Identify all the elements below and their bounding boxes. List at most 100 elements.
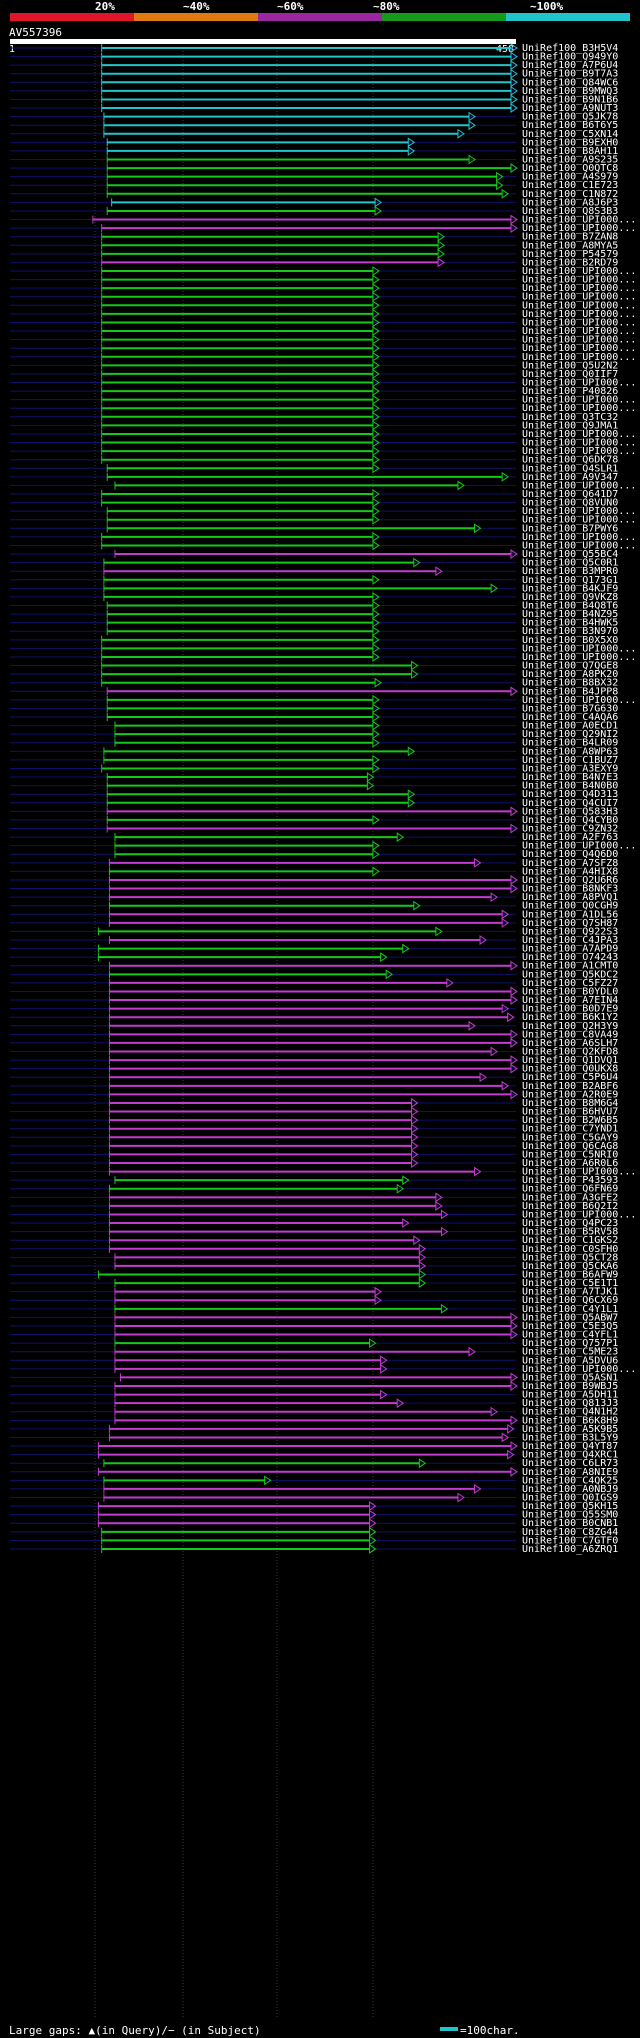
hit-label[interactable]: UniRef100_UPI000...	[522, 429, 636, 440]
hit-label[interactable]: UniRef100_Q5JK78	[522, 112, 618, 123]
hit-label[interactable]: UniRef100_A6R0L6	[522, 1158, 618, 1169]
hit-label[interactable]: UniRef100_Q0CGH9	[522, 901, 618, 912]
hit-label[interactable]: UniRef100_P54579	[522, 249, 618, 260]
hit-label[interactable]: UniRef100_UPI000...	[522, 515, 636, 526]
hit-label[interactable]: UniRef100_UPI000...	[522, 403, 636, 414]
hit-label[interactable]: UniRef100_C5GAY9	[522, 1132, 618, 1143]
hit-label[interactable]: UniRef100_B4LR09	[522, 738, 618, 749]
hit-label[interactable]: UniRef100_P43593	[522, 1175, 618, 1186]
hit-label[interactable]: UniRef100_C5ME23	[522, 1347, 618, 1358]
hit-label[interactable]: UniRef100_Q4PC23	[522, 1218, 618, 1229]
hit-label[interactable]: UniRef100_B4JPP8	[522, 686, 618, 697]
hit-label[interactable]: UniRef100_C8ZG44	[522, 1527, 618, 1538]
hit-label[interactable]: UniRef100_B6HVU7	[522, 1107, 618, 1118]
hit-label[interactable]: UniRef100_UPI000...	[522, 275, 636, 286]
hit-label[interactable]: UniRef100_Q84WC6	[522, 77, 618, 88]
hit-label[interactable]: UniRef100_B0D7E9	[522, 1004, 618, 1015]
hit-label[interactable]: UniRef100_C1E723	[522, 180, 618, 191]
hit-label[interactable]: UniRef100_C8VA49	[522, 1029, 618, 1040]
hit-label[interactable]: UniRef100_A2F763	[522, 832, 618, 843]
hit-label[interactable]: UniRef100_B6AFW9	[522, 1270, 618, 1281]
hit-label[interactable]: UniRef100_A3EXY9	[522, 763, 618, 774]
hit-label[interactable]: UniRef100_B2W6B5	[522, 1115, 618, 1126]
hit-label[interactable]: UniRef100_B8M6G4	[522, 1098, 618, 1109]
hit-label[interactable]: UniRef100_UPI000...	[522, 1364, 636, 1375]
hit-label[interactable]: UniRef100_A0ECD1	[522, 721, 618, 732]
hit-label[interactable]: UniRef100_UPI000...	[522, 223, 636, 234]
hit-label[interactable]: UniRef100_A4HIX8	[522, 866, 618, 877]
hit-label[interactable]: UniRef100_UPI000...	[522, 540, 636, 551]
hit-label[interactable]: UniRef100_Q9JMA1	[522, 420, 618, 431]
hit-label[interactable]: UniRef100_A6SLH7	[522, 1038, 618, 1049]
hit-label[interactable]: UniRef100_A7EIN4	[522, 995, 618, 1006]
hit-label[interactable]: UniRef100_A6ZRQ1	[522, 1544, 618, 1555]
hit-label[interactable]: UniRef100_B7PWY6	[522, 523, 618, 534]
hit-label[interactable]: UniRef100_C4JPA3	[522, 935, 618, 946]
hit-label[interactable]: UniRef100_UPI000...	[522, 309, 636, 320]
hit-label[interactable]: UniRef100_C6LR73	[522, 1458, 618, 1469]
hit-label[interactable]: UniRef100_P40826	[522, 386, 618, 397]
hit-label[interactable]: UniRef100_B4HWK5	[522, 618, 618, 629]
hit-label[interactable]: UniRef100_C5P6U4	[522, 1072, 618, 1083]
hit-label[interactable]: UniRef100_C5XN14	[522, 129, 618, 140]
hit-label[interactable]: UniRef100_C1GKS2	[522, 1235, 618, 1246]
hit-label[interactable]: UniRef100_Q6DK78	[522, 455, 618, 466]
hit-label[interactable]: UniRef100_Q5ABW7	[522, 1312, 618, 1323]
hit-label[interactable]: UniRef100_UPI000...	[522, 335, 636, 346]
hit-label[interactable]: UniRef100_UPI000...	[522, 841, 636, 852]
hit-label[interactable]: UniRef100_A1DL56	[522, 909, 618, 920]
hit-label[interactable]: UniRef100_Q7QGE8	[522, 661, 618, 672]
hit-label[interactable]: UniRef100_UPI000...	[522, 695, 636, 706]
hit-label[interactable]: UniRef100_Q949Y0	[522, 52, 618, 63]
hit-label[interactable]: UniRef100_C5FZ27	[522, 978, 618, 989]
hit-label[interactable]: UniRef100_C5NRI0	[522, 1149, 618, 1160]
hit-label[interactable]: UniRef100_Q583H3	[522, 806, 618, 817]
hit-label[interactable]: UniRef100_A8PVQ1	[522, 892, 618, 903]
hit-label[interactable]: UniRef100_Q2KFD8	[522, 1047, 618, 1058]
hit-label[interactable]: UniRef100_B3H5V4	[522, 43, 618, 54]
hit-label[interactable]: UniRef100_A2R0E9	[522, 1089, 618, 1100]
hit-label[interactable]: UniRef100_A8NIE9	[522, 1467, 618, 1478]
hit-label[interactable]: UniRef100_Q2H3Y9	[522, 1021, 618, 1032]
hit-label[interactable]: UniRef100_B2ABF6	[522, 1081, 618, 1092]
hit-label[interactable]: UniRef100_UPI000...	[522, 343, 636, 354]
hit-label[interactable]: UniRef100_Q0IIF7	[522, 369, 618, 380]
hit-label[interactable]: UniRef100_C4Y1L1	[522, 1304, 618, 1315]
hit-label[interactable]: UniRef100_UPI000...	[522, 317, 636, 328]
hit-label[interactable]: UniRef100_Q0IGS9	[522, 1493, 618, 1504]
hit-label[interactable]: UniRef100_Q5U2N2	[522, 360, 618, 371]
hit-label[interactable]: UniRef100_A4S979	[522, 172, 618, 183]
hit-label[interactable]: UniRef100_B4Q8T6	[522, 601, 618, 612]
hit-label[interactable]: UniRef100_A8MYA5	[522, 240, 618, 251]
hit-label[interactable]: UniRef100_B7G630	[522, 703, 618, 714]
hit-label[interactable]: UniRef100_A7P6U4	[522, 60, 618, 71]
hit-label[interactable]: UniRef100_C4YFL1	[522, 1330, 618, 1341]
hit-label[interactable]: UniRef100_B6K8H9	[522, 1415, 618, 1426]
hit-label[interactable]: UniRef100_UPI000...	[522, 266, 636, 277]
hit-label[interactable]: UniRef100_B9N1B6	[522, 94, 618, 105]
hit-label[interactable]: UniRef100_B9WBJ5	[522, 1381, 618, 1392]
hit-label[interactable]: UniRef100_Q173G1	[522, 575, 618, 586]
hit-label[interactable]: UniRef100_B9EXH0	[522, 137, 618, 148]
hit-label[interactable]: UniRef100_Q1DVQ1	[522, 1055, 618, 1066]
hit-label[interactable]: UniRef100_Q4CYB0	[522, 815, 618, 826]
hit-label[interactable]: UniRef100_UPI000...	[522, 378, 636, 389]
hit-label[interactable]: UniRef100_C7YND1	[522, 1124, 618, 1135]
hit-label[interactable]: UniRef100_A7TJK1	[522, 1287, 618, 1298]
hit-label[interactable]: UniRef100_A0NBJ9	[522, 1484, 618, 1495]
hit-label[interactable]: UniRef100_Q6CAG8	[522, 1141, 618, 1152]
hit-label[interactable]: UniRef100_A5DVU6	[522, 1355, 618, 1366]
hit-label[interactable]: UniRef100_UPI000...	[522, 506, 636, 517]
hit-label[interactable]: UniRef100_B2RD79	[522, 257, 618, 268]
hit-label[interactable]: UniRef100_B0YDL0	[522, 986, 618, 997]
hit-label[interactable]: UniRef100_A3GFE2	[522, 1192, 618, 1203]
hit-label[interactable]: UniRef100_Q8VUN0	[522, 498, 618, 509]
hit-label[interactable]: UniRef100_UPI000...	[522, 643, 636, 654]
hit-label[interactable]: UniRef100_Q5ASN1	[522, 1372, 618, 1383]
hit-label[interactable]: UniRef100_Q5KH15	[522, 1501, 618, 1512]
hit-label[interactable]: UniRef100_UPI000...	[522, 215, 636, 226]
hit-label[interactable]: UniRef100_C4AQA6	[522, 712, 618, 723]
hit-label[interactable]: UniRef100_Q5CKA6	[522, 1261, 618, 1272]
hit-label[interactable]: UniRef100_B4N0B0	[522, 781, 618, 792]
hit-label[interactable]: UniRef100_Q55SM0	[522, 1510, 618, 1521]
